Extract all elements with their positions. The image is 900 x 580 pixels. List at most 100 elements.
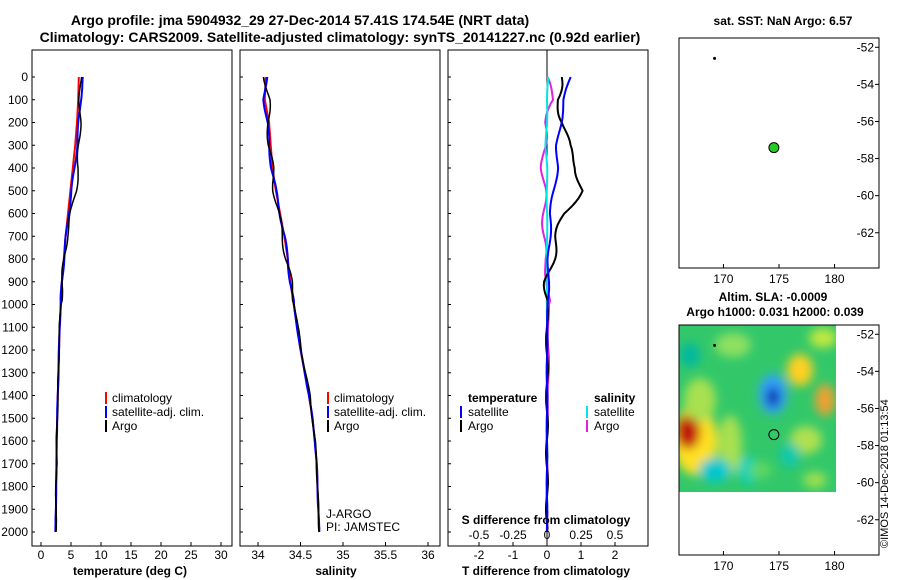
depth-tick-label: 1600 (1, 434, 28, 448)
lon-tick-label: 175 (769, 559, 789, 573)
temperature-panel-frame (31, 49, 233, 547)
s-tick-label: 0.25 (569, 528, 593, 542)
depth-tick-label: 0 (21, 70, 28, 84)
salinity-legend: climatology satellite-adj. clim. Argo (327, 391, 426, 433)
salinity-xlabel: salinity (315, 564, 357, 578)
lat-tick-label: -60 (857, 189, 875, 203)
x-tick-label: 35 (336, 548, 350, 562)
lat-tick-label: -56 (857, 401, 875, 415)
legend-label-satellite: satellite-adj. clim. (334, 405, 426, 419)
legend-label-s-argo: Argo (594, 419, 620, 433)
depth-tick-label: 1500 (1, 411, 28, 425)
difference-panel-frame (447, 49, 649, 547)
sst-map-markers (713, 56, 780, 154)
sla-map-title-line2: Argo h1000: 0.031 h2000: 0.039 (686, 305, 864, 319)
series-climatology (263, 76, 321, 533)
salinity-lines (262, 76, 321, 533)
salinity-panel-frame (239, 49, 441, 547)
lat-tick-label: -58 (857, 439, 875, 453)
depth-tick-label: 100 (8, 93, 28, 107)
x-tick-label: 36 (421, 548, 435, 562)
lat-tick-label: -52 (857, 327, 875, 341)
depth-tick-label: 700 (8, 229, 28, 243)
x-tick-label: 5 (68, 548, 75, 562)
x-tick-label: 0 (38, 548, 45, 562)
legend-label-argo: Argo (112, 419, 138, 433)
x-tick-label: 25 (184, 548, 198, 562)
lat-tick-label: -60 (857, 476, 875, 490)
depth-tick-label: 1400 (1, 389, 28, 403)
salinity-x-ticks: 34 34.5 35 35.5 36 (251, 542, 435, 562)
x-tick-label: 10 (94, 548, 108, 562)
depth-tick-label: 500 (8, 184, 28, 198)
x-tick-label: 34.5 (289, 548, 313, 562)
x-tick-label: 1 (578, 548, 585, 562)
lon-tick-label: 175 (769, 272, 789, 286)
sla-map-markers (713, 343, 780, 441)
argo-position-marker (768, 142, 780, 154)
s-tick-label: -0.5 (469, 528, 490, 542)
difference-lines (539, 50, 584, 546)
x-tick-label: -2 (474, 548, 485, 562)
series-argo (262, 76, 320, 533)
depth-tick-label: 300 (8, 138, 28, 152)
lon-tick-label: 170 (713, 272, 733, 286)
s-tick-label: -0.25 (499, 528, 527, 542)
x-tick-label: 30 (214, 548, 228, 562)
legend-title-salinity: salinity (594, 391, 636, 405)
lat-tick-label: -54 (857, 364, 875, 378)
argo-position-marker (768, 429, 780, 441)
imos-timestamp: ©IMOS 14-Dec-2018 01:13:54 (879, 399, 891, 548)
lon-tick-label: 180 (825, 559, 845, 573)
lat-tick-label: -54 (857, 77, 875, 91)
lat-tick-label: -56 (857, 114, 875, 128)
legend-label-climatology: climatology (112, 391, 172, 405)
depth-tick-label: 1800 (1, 480, 28, 494)
lat-tick-label: -62 (857, 226, 875, 240)
sst-map-ticks: -52 -54 -56 -58 -60 -62 170 175 180 (713, 40, 879, 286)
depth-tick-label: 1100 (2, 320, 28, 334)
sla-heatmap (679, 325, 836, 492)
figure-title-line2: Climatology: CARS2009. Satellite-adjuste… (40, 29, 641, 45)
depth-tick-label: 1300 (1, 366, 28, 380)
depth-tick-label: 1000 (1, 298, 28, 312)
depth-axis: 0 100 200 300 400 500 600 700 800 900 1000 1100 1200… (1, 70, 28, 539)
depth-tick-label: 600 (8, 207, 28, 221)
x-tick-label: 35.5 (374, 548, 398, 562)
legend-label-s-satellite: satellite (594, 405, 635, 419)
s-tick-label: 0 (544, 528, 551, 542)
series-temperature-satellite (545, 76, 572, 533)
lat-tick-label: -62 (857, 513, 875, 527)
temperature-legend: climatology satellite-adj. clim. Argo (105, 391, 204, 433)
series-satellite (262, 76, 321, 533)
x-tick-label: -1 (508, 548, 519, 562)
sla-field-blobs (679, 328, 836, 488)
sla-map-title-line1: Altim. SLA: -0.0009 (719, 290, 828, 304)
x-tick-label: 0 (544, 548, 551, 562)
series-argo (54, 76, 83, 533)
lat-tick-label: -52 (857, 40, 875, 54)
temperature-x-ticks: 0 5 10 15 20 25 30 (38, 542, 228, 562)
depth-tick-label: 2000 (1, 525, 28, 539)
depth-tick-label: 800 (8, 252, 28, 266)
temperature-lines (54, 76, 84, 533)
depth-tick-label: 900 (8, 275, 28, 289)
depth-tick-label: 400 (8, 161, 28, 175)
sst-map-frame (678, 37, 880, 269)
legend-label-satellite: satellite-adj. clim. (112, 405, 204, 419)
x-tick-label: 2 (612, 548, 619, 562)
legend-label-t-satellite: satellite (468, 405, 509, 419)
salinity-difference-ticks: -0.5 -0.25 0 0.25 0.5 (469, 528, 624, 542)
sla-map-ticks: -52 -54 -56 -58 -60 -62 170 175 180 (713, 327, 879, 573)
difference-legend: temperature satellite Argo salinity sate… (460, 391, 636, 433)
x-tick-label: 34 (251, 548, 265, 562)
lon-tick-label: 180 (825, 272, 845, 286)
legend-title-temperature: temperature (468, 391, 538, 405)
temperature-xlabel: temperature (deg C) (73, 564, 187, 578)
difference-x-ticks: -2 -1 0 1 2 (474, 542, 619, 562)
figure-title-line1: Argo profile: jma 5904932_29 27-Dec-2014… (71, 12, 529, 28)
salinity-difference-title: S difference from climatology (462, 513, 631, 527)
depth-tick-label: 1200 (1, 343, 28, 357)
lat-tick-label: -58 (857, 152, 875, 166)
